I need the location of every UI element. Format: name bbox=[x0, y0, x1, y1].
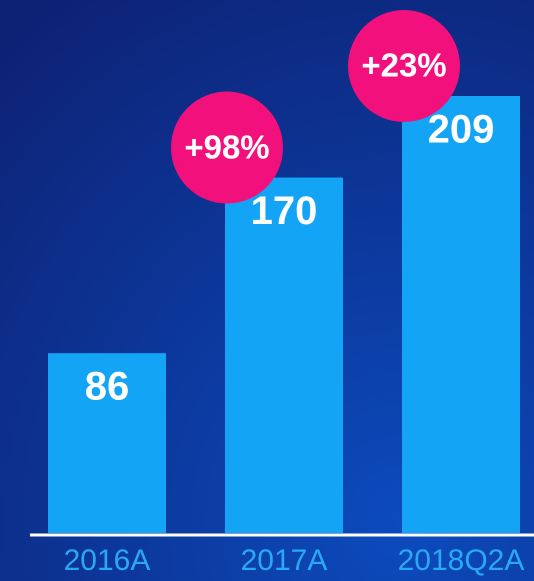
growth-label: +23% bbox=[361, 47, 446, 84]
value-label: 209 bbox=[428, 108, 495, 152]
growth-label: +98% bbox=[184, 128, 269, 165]
bar bbox=[225, 177, 343, 533]
growth-badge bbox=[171, 91, 283, 204]
value-label: 86 bbox=[85, 365, 130, 409]
bar bbox=[48, 353, 166, 533]
x-tick-label: 2018Q2A bbox=[398, 544, 525, 577]
x-tick-label: 2016A bbox=[64, 544, 151, 577]
x-tick-label: 2017A bbox=[241, 544, 328, 577]
value-label: 170 bbox=[251, 189, 318, 233]
bar bbox=[402, 96, 520, 533]
growth-badge bbox=[348, 10, 460, 122]
